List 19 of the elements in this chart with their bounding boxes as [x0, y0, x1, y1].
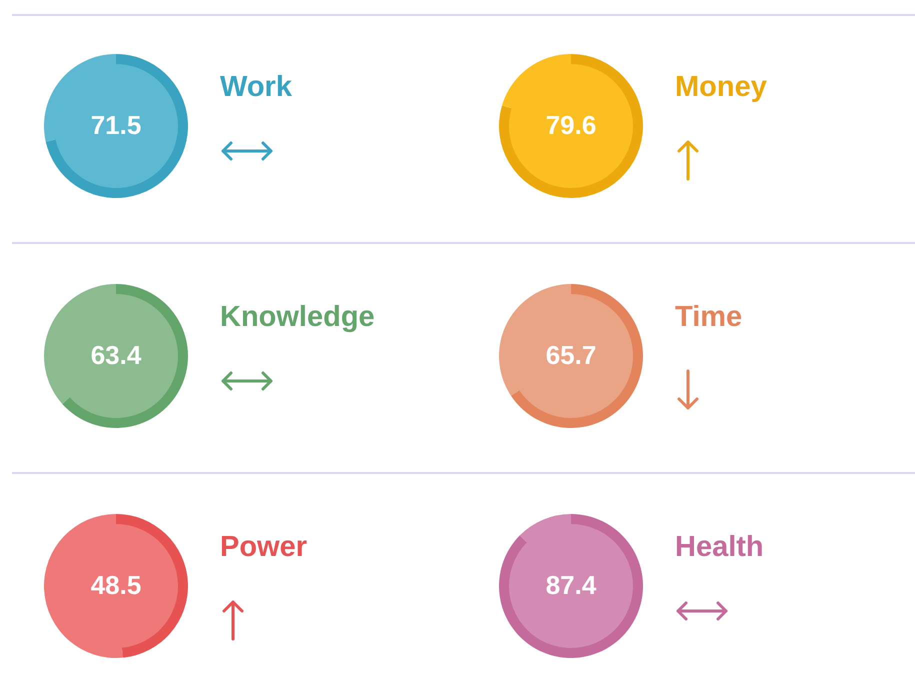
data-label: 87.4	[546, 570, 597, 600]
text: Money	[675, 71, 767, 104]
donut-slice	[510, 284, 643, 428]
data-label: 65.7	[546, 340, 596, 370]
donut-slice	[62, 284, 188, 428]
data-label: 79.6	[546, 110, 596, 140]
donut-slice	[499, 514, 643, 658]
data-label: 63.4	[90, 340, 142, 370]
text: Health	[675, 531, 764, 564]
donut-slice	[46, 54, 188, 198]
text: Power	[220, 531, 308, 564]
data-label: 48.5	[90, 570, 142, 600]
donut-slice	[499, 54, 643, 198]
text: Time	[675, 301, 742, 334]
donut-slice	[502, 54, 571, 108]
text: Work	[220, 71, 292, 104]
donut-slice	[520, 514, 571, 542]
text: Knowledge	[220, 301, 375, 334]
data-label: 71.5	[90, 110, 142, 140]
